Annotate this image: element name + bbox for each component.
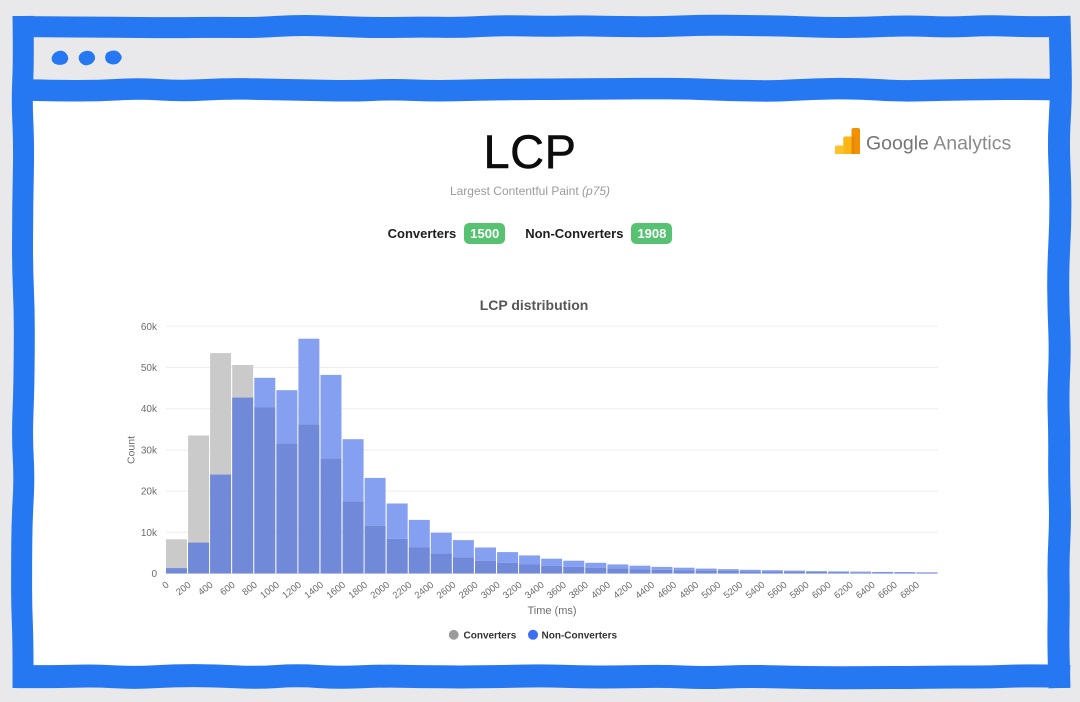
svg-text:2600: 2600 [435,580,458,602]
svg-text:600: 600 [218,580,237,598]
svg-text:1200: 1200 [280,580,303,602]
svg-text:2000: 2000 [369,580,392,602]
svg-text:1600: 1600 [325,580,348,602]
svg-text:0: 0 [160,580,171,592]
svg-text:6400: 6400 [854,580,877,602]
svg-text:10k: 10k [141,528,158,539]
svg-text:4800: 4800 [678,580,701,602]
svg-text:6800: 6800 [898,580,921,602]
svg-text:2800: 2800 [457,580,480,602]
svg-text:5600: 5600 [766,580,789,602]
svg-text:5400: 5400 [744,580,767,602]
svg-text:6200: 6200 [832,580,855,602]
svg-text:2400: 2400 [413,580,436,602]
svg-text:5800: 5800 [788,580,811,602]
svg-text:2200: 2200 [391,580,414,602]
svg-text:4200: 4200 [611,580,634,602]
svg-text:400: 400 [196,580,215,598]
svg-text:3000: 3000 [479,580,502,602]
svg-text:3200: 3200 [501,580,524,602]
svg-text:6000: 6000 [810,580,833,602]
svg-text:20k: 20k [141,487,158,498]
svg-text:5200: 5200 [722,580,745,602]
svg-text:1400: 1400 [302,580,325,602]
svg-text:6600: 6600 [876,580,899,602]
svg-text:3600: 3600 [545,580,568,602]
svg-text:40k: 40k [141,404,158,415]
svg-text:60k: 60k [141,322,158,333]
svg-text:1800: 1800 [347,580,370,602]
svg-text:4400: 4400 [633,580,656,602]
svg-text:Non-Converters: Non-Converters [542,631,618,642]
svg-text:0: 0 [151,569,157,580]
svg-text:3400: 3400 [523,580,546,602]
svg-text:50k: 50k [141,363,158,374]
svg-text:Converters: Converters [464,631,517,642]
svg-text:30k: 30k [141,445,158,456]
svg-text:1000: 1000 [258,580,281,602]
svg-text:4000: 4000 [589,580,612,602]
svg-text:Count: Count [126,436,138,464]
svg-text:Time (ms): Time (ms) [527,605,576,617]
svg-text:Google Analytics: Google Analytics [866,132,1012,154]
svg-text:800: 800 [240,580,259,598]
svg-text:200: 200 [174,580,193,598]
svg-text:4600: 4600 [656,580,679,602]
svg-text:5000: 5000 [700,580,723,602]
svg-text:LCP distribution: LCP distribution [480,297,589,313]
svg-text:3800: 3800 [567,580,590,602]
